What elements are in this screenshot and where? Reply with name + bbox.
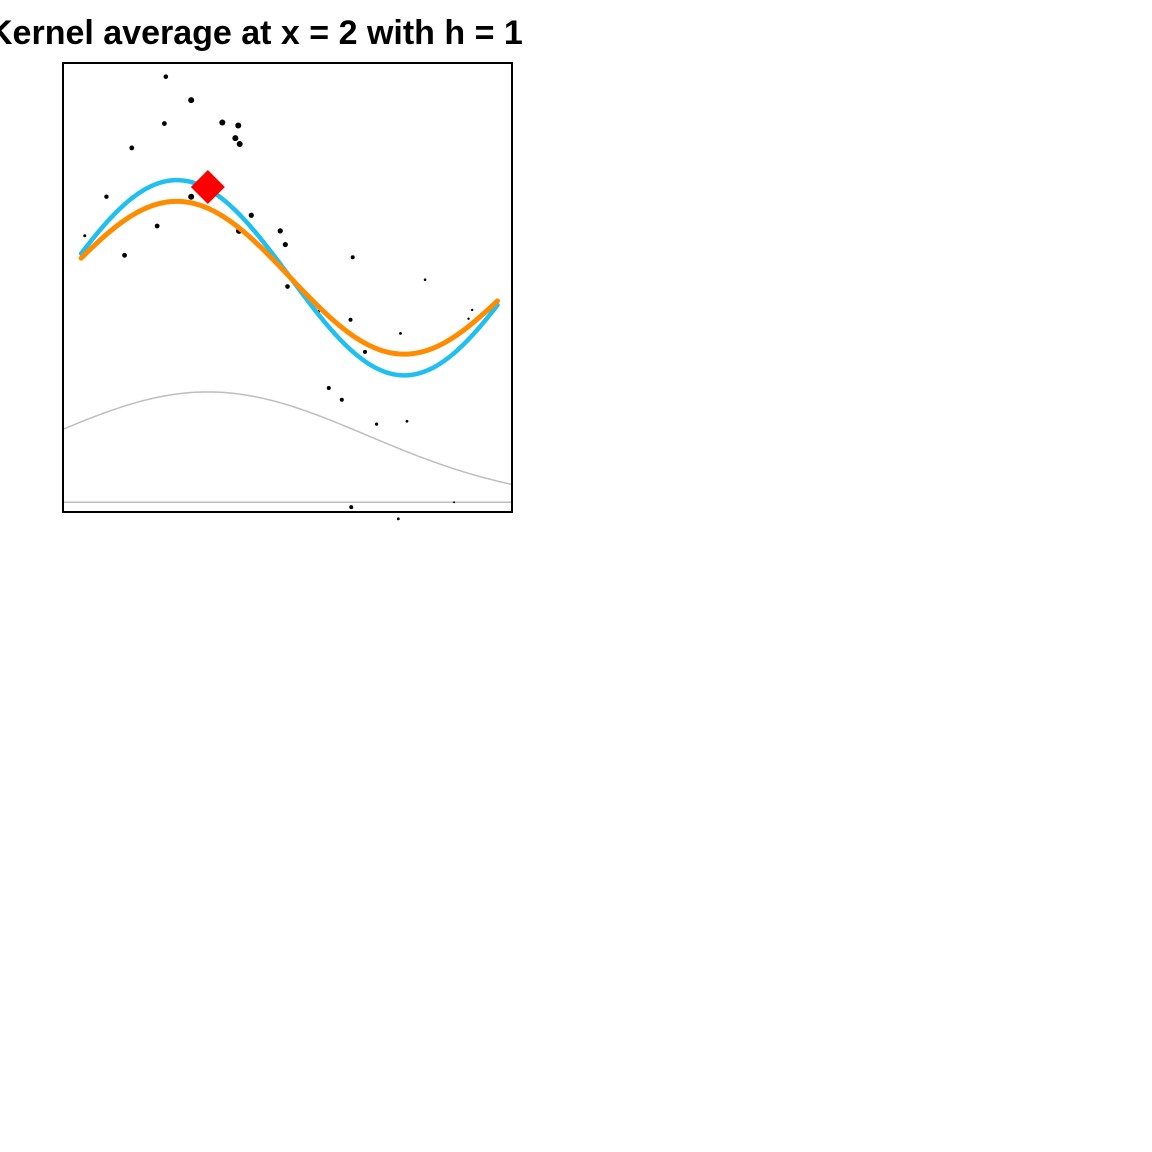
data-point-28: [424, 278, 427, 281]
data-point-2: [104, 195, 108, 199]
data-point-11: [232, 135, 238, 141]
data-point-30: [471, 309, 473, 311]
data-point-17: [283, 242, 288, 247]
data-point-4: [129, 146, 134, 151]
data-point-25: [375, 423, 378, 426]
data-point-32: [397, 517, 400, 520]
data-point-6: [162, 121, 167, 126]
data-point-3: [122, 253, 127, 258]
data-point-12: [235, 122, 241, 128]
data-point-1: [83, 234, 86, 237]
data-point-15: [249, 213, 254, 218]
data-point-22: [349, 318, 353, 322]
data-point-10: [219, 120, 225, 126]
data-point-8: [188, 194, 194, 200]
data-point-18: [285, 284, 290, 289]
data-point-7: [164, 74, 169, 79]
data-point-21: [340, 398, 344, 402]
data-point-27: [406, 420, 409, 423]
data-point-23: [351, 255, 355, 259]
kernel-smoothed-curve: [81, 201, 497, 354]
data-point-26: [399, 332, 402, 335]
data-point-9: [188, 97, 194, 103]
data-point-13: [237, 141, 243, 147]
data-point-24: [363, 350, 367, 354]
data-point-31: [349, 505, 353, 509]
data-point-5: [155, 224, 160, 229]
data-point-29: [467, 318, 469, 320]
data-point-20: [327, 386, 331, 390]
data-point-16: [278, 228, 283, 233]
kernel-weight-curve: [63, 392, 512, 484]
data-point-33: [453, 501, 455, 503]
